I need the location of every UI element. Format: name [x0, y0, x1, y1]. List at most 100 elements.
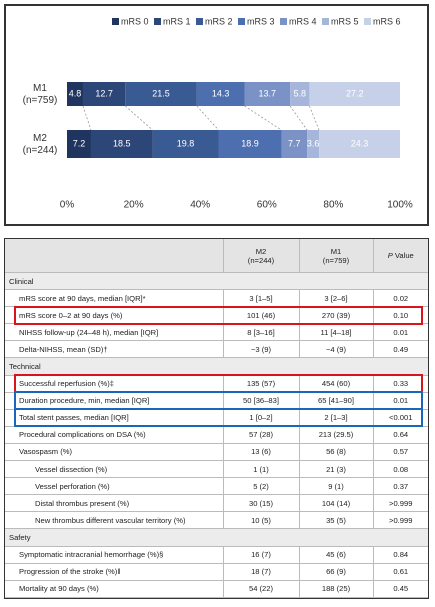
cell: 101 (46) — [222, 306, 299, 325]
cell: 35 (5) — [298, 511, 373, 530]
section-title: Clinical — [5, 272, 428, 291]
cell: 0.08 — [372, 460, 428, 479]
cell: 3 [2–6] — [298, 289, 373, 308]
bar-segment — [290, 82, 310, 106]
row-label: New thrombus different vascular territor… — [5, 511, 223, 530]
bar-segment — [309, 82, 400, 106]
table: M2 (n=244) M1 (n=759) P Value Clinical mRS sco… — [5, 239, 428, 598]
cell: 0.01 — [372, 392, 428, 410]
legend-swatch — [238, 18, 245, 25]
value-label: 18.5 — [113, 138, 131, 148]
cell: 66 (9) — [298, 563, 373, 581]
cell: 54 (22) — [222, 580, 299, 598]
cell: 0.49 — [372, 340, 428, 359]
legend-swatch — [322, 18, 329, 25]
table-row: Duration procedure, min, median [IQR] 50 … — [5, 392, 428, 410]
connector — [289, 105, 308, 131]
cell: 270 (39) — [298, 306, 373, 325]
cell: −3 (9) — [222, 340, 299, 359]
cell: 2 [1–3] — [298, 409, 373, 427]
cell: >0.999 — [372, 511, 428, 530]
x-tick-label: 20% — [124, 200, 144, 211]
row-label: Duration procedure, min, median [IQR] — [5, 392, 223, 410]
row-label: Vessel perforation (%) — [5, 477, 223, 496]
row-label: Mortality at 90 days (%) — [5, 580, 223, 598]
table-row: Delta-NIHSS, mean (SD)† −3 (9) −4 (9) 0.49 — [5, 340, 428, 359]
cell: 0.57 — [372, 443, 428, 462]
section-title: Technical — [5, 357, 428, 376]
row-label: mRS score at 90 days, median [IQR]* — [5, 289, 223, 308]
bar-segment — [196, 82, 245, 106]
table-row: New thrombus different vascular territor… — [5, 511, 428, 530]
header-cell: P Value — [372, 239, 428, 273]
row-label: Procedural complications on DSA (%) — [5, 426, 223, 444]
row-label: Total stent passes, median [IQR] — [5, 409, 223, 427]
table-row: Total stent passes, median [IQR] 1 [0–2] 2… — [5, 409, 428, 427]
bar-segment — [244, 82, 291, 106]
bar-segment — [67, 82, 83, 106]
legend-label: mRS 5 — [331, 16, 359, 26]
value-label: 27.2 — [346, 88, 364, 98]
row-label: Symptomatic intracranial hemorrhage (%)§ — [5, 546, 223, 564]
cell: 104 (14) — [298, 494, 373, 513]
row-label: Successful reperfusion (%)‡ — [5, 375, 223, 393]
header-row: M2 (n=244) M1 (n=759) P Value — [5, 239, 428, 273]
legend-swatch — [196, 18, 203, 25]
table-row: Distal thrombus present (%) 30 (15) 104 (1… — [5, 494, 428, 513]
table-row: mRS score 0–2 at 90 days (%) 101 (46) 270 … — [5, 306, 428, 325]
table-row: Vessel perforation (%) 5 (2) 9 (1) 0.37 — [5, 477, 428, 496]
table-row: NIHSS follow-up (24–48 h), median [IQR] 8… — [5, 323, 428, 342]
cell: 1 [0–2] — [222, 409, 299, 427]
table-row: Symptomatic intracranial hemorrhage (%)§… — [5, 546, 428, 564]
legend-label: mRS 1 — [163, 16, 191, 26]
section-row: Safety — [5, 528, 428, 547]
category-label: M1 (n=759) — [23, 83, 58, 106]
value-label: 14.3 — [212, 88, 230, 98]
legend-swatch — [364, 18, 371, 25]
value-label: 7.7 — [288, 138, 301, 148]
value-label: 13.7 — [259, 88, 277, 98]
cell: 213 (29.5) — [298, 426, 373, 444]
row-label: NIHSS follow-up (24–48 h), median [IQR] — [5, 323, 223, 342]
value-label: 3.6 — [307, 138, 320, 148]
cell: 0.61 — [372, 563, 428, 581]
cell: 56 (8) — [298, 443, 373, 462]
x-tick-label: 0% — [60, 200, 75, 211]
section-row: Clinical — [5, 272, 428, 291]
header-cell: M2 (n=244) — [222, 239, 299, 273]
chart-frame — [4, 4, 429, 226]
bar-segment — [319, 130, 400, 158]
cell: 45 (6) — [298, 546, 373, 564]
table-row: Vessel dissection (%) 1 (1) 21 (3) 0.08 — [5, 460, 428, 479]
cell: 0.01 — [372, 323, 428, 342]
bar-segment — [125, 82, 197, 106]
cell: 0.45 — [372, 580, 428, 598]
table-row: Progression of the stroke (%)‖ 18 (7) 66 (… — [5, 563, 428, 581]
cell: 65 [41–90] — [298, 392, 373, 410]
value-label: 12.7 — [95, 88, 113, 98]
connector — [196, 105, 219, 131]
category-label: M2 (n=244) — [23, 133, 58, 156]
cell: 21 (3) — [298, 460, 373, 479]
cell: 13 (6) — [222, 443, 299, 462]
row-label: Delta-NIHSS, mean (SD)† — [5, 340, 223, 359]
cell: 11 [4–18] — [298, 323, 373, 342]
legend-swatch — [280, 18, 287, 25]
legend-label: mRS 0 — [121, 16, 149, 26]
cell: <0.001 — [372, 409, 428, 427]
legend-label: mRS 3 — [247, 16, 275, 26]
header-cell — [5, 239, 223, 273]
cell: 3 [1–5] — [222, 289, 299, 308]
table-row: Procedural complications on DSA (%) 57 (2… — [5, 426, 428, 444]
row-label: Vessel dissection (%) — [5, 460, 223, 479]
connector — [82, 105, 92, 131]
cell: 188 (25) — [298, 580, 373, 598]
cell: 9 (1) — [298, 477, 373, 496]
value-label: 21.5 — [152, 88, 170, 98]
cell: 30 (15) — [222, 494, 299, 513]
cell: 1 (1) — [222, 460, 299, 479]
cell: 18 (7) — [222, 563, 299, 581]
cell: 0.33 — [372, 375, 428, 393]
bar-segment — [82, 82, 126, 106]
legend-label: mRS 4 — [289, 16, 317, 26]
